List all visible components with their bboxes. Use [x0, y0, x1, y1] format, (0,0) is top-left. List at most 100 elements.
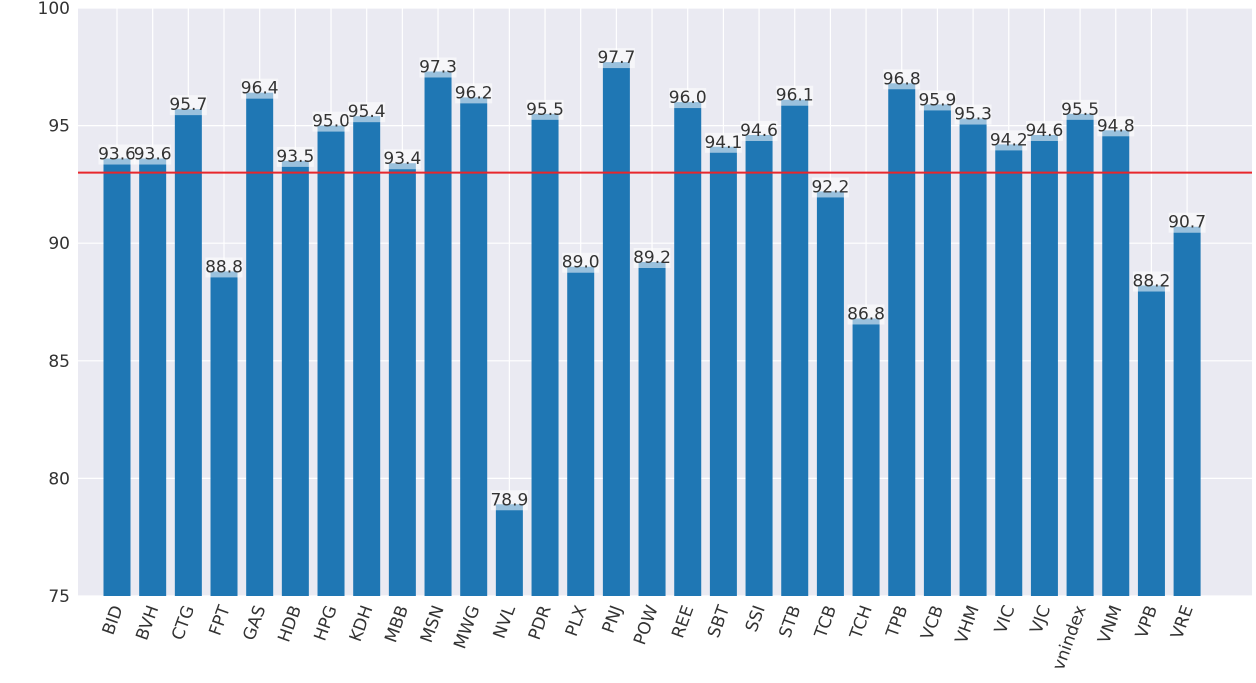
x-tick-label: REE [668, 603, 698, 641]
bar-label-box [455, 83, 493, 104]
bar-VPB [1137, 285, 1165, 596]
x-tick-label: PLX [562, 603, 592, 640]
x-tick-label: VIC [991, 603, 1020, 637]
y-tick-label: 90 [48, 234, 70, 254]
bar-label-box [134, 144, 172, 165]
bar-FPT [210, 271, 238, 596]
bar-value-label: 95.7 [169, 95, 207, 115]
bar-label-box [954, 104, 992, 125]
bar-value-label: 96.4 [241, 79, 279, 99]
bar-label-box [490, 490, 528, 511]
y-tick-label: 85 [48, 352, 70, 372]
bar-VJC [1030, 135, 1058, 596]
x-tick-label: TCB [811, 603, 841, 642]
bar-value-label: 89.0 [562, 253, 600, 273]
bar-label-box [562, 252, 600, 273]
bar-label-box [918, 90, 956, 111]
bar-PDR [531, 113, 559, 596]
x-tick-label: VRE [1167, 603, 1197, 642]
bar-value-label: 96.1 [776, 86, 814, 106]
x-tick-label: KDH [346, 603, 377, 645]
bar-value-label: 90.7 [1168, 213, 1206, 233]
bar-TCH [852, 318, 880, 596]
x-tick-label: MBB [381, 603, 413, 646]
bar-label-box [1025, 121, 1063, 142]
x-tick-label: NVL [490, 602, 521, 641]
bar-value-label: 88.2 [1133, 272, 1171, 292]
bar-label-box [669, 88, 707, 109]
x-tick-label: VCB [917, 603, 948, 643]
bar-label-box [98, 144, 136, 165]
bar-label-box [704, 132, 742, 153]
bar-value-label: 94.6 [1025, 121, 1063, 141]
bar-BID [103, 158, 131, 596]
x-tick-label: CTG [168, 603, 199, 643]
bar-label-box [811, 177, 849, 198]
bar-STB [781, 99, 809, 596]
bar-label-box [776, 85, 814, 106]
bar-value-label: 93.5 [276, 147, 314, 167]
x-tick-label: POW [630, 603, 663, 648]
bar-value-label: 86.8 [847, 304, 885, 324]
y-tick-label: 100 [38, 0, 70, 19]
bar-SBT [709, 146, 737, 596]
bar-MSN [424, 71, 452, 596]
bar-GAS [246, 92, 274, 596]
x-axis-ticks: BID BVH CTG FPT GAS HDB HPG KDH MBB MSN MWG NVL PDR P… [99, 602, 1198, 673]
y-tick-label: 80 [48, 469, 70, 489]
x-tick-label: VJC [1027, 603, 1056, 637]
bar-value-label: 96.2 [455, 83, 493, 103]
bar-value-label: 95.9 [918, 90, 956, 110]
bar-VHM [959, 118, 987, 596]
bar-label-box [348, 102, 386, 123]
x-tick-label: BVH [132, 603, 163, 643]
x-tick-label: PNJ [599, 603, 627, 636]
bar-value-label: 97.3 [419, 58, 457, 78]
bar-PNJ [602, 62, 630, 596]
bar-value-label: 93.6 [134, 145, 172, 165]
bar-MWG [460, 97, 488, 596]
bar-label-box [383, 149, 421, 170]
bar-label-box [1097, 116, 1135, 137]
bar-label-box [1061, 99, 1099, 120]
bar-label-box [419, 57, 457, 78]
bar-label-box [276, 146, 314, 167]
y-axis-ticks: 75 80 85 90 95 100 [38, 0, 70, 607]
bar-value-label: 96.8 [883, 69, 921, 89]
bar-value-label: 96.0 [669, 88, 707, 108]
bar-label-box [1132, 271, 1170, 292]
x-tick-label: MWG [450, 603, 484, 652]
bar-label-box [847, 304, 885, 325]
bar-value-label: 94.8 [1097, 116, 1135, 136]
bar-vnindex [1066, 113, 1094, 596]
bar-value-label: 95.5 [1061, 100, 1099, 120]
bar-value-label: 95.0 [312, 112, 350, 132]
x-tick-label: VHM [952, 603, 984, 647]
bar-label-box [1168, 212, 1206, 233]
bar-value-label: 94.6 [740, 121, 778, 141]
bar-value-label: 97.7 [597, 48, 635, 68]
bar-value-label: 95.3 [954, 105, 992, 125]
bar-value-label: 95.5 [526, 100, 564, 120]
bar-label-box [169, 95, 207, 116]
bar-TPB [888, 83, 916, 597]
y-tick-label: 75 [48, 587, 70, 607]
bar-value-label: 94.2 [990, 130, 1028, 150]
bar-value-label: 94.1 [704, 133, 742, 153]
bar-VRE [1173, 226, 1201, 596]
bars: 93.693.6 95.7 88.8 96.4 93.5 95.095.4 93.4 97.3… [98, 48, 1206, 597]
x-tick-label: VPB [1132, 603, 1162, 641]
bar-VCB [923, 104, 951, 596]
bar-value-label: 92.2 [811, 177, 849, 197]
x-tick-label: vnindex [1049, 603, 1091, 673]
x-tick-label: TCH [846, 603, 877, 643]
x-tick-label: GAS [239, 603, 270, 643]
x-tick-label: TPB [882, 603, 912, 641]
y-tick-label: 95 [48, 117, 70, 137]
bar-label-box [241, 78, 279, 99]
bar-TCB [816, 191, 844, 596]
x-tick-label: HDB [274, 603, 306, 645]
x-tick-label: VNM [1094, 603, 1126, 647]
bar-MBB [388, 163, 416, 596]
